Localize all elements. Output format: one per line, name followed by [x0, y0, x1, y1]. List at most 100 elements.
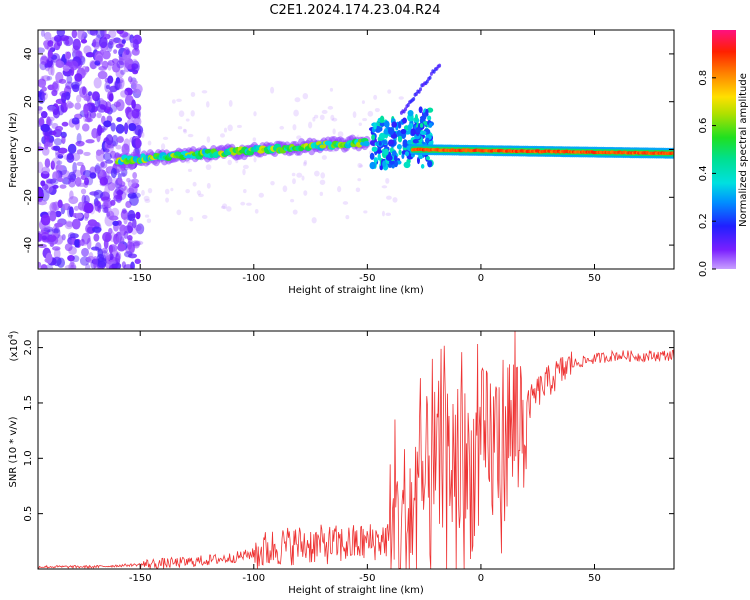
faint-blob [381, 210, 385, 217]
noise-blob [101, 60, 109, 69]
faint-blob [242, 164, 249, 170]
noise-blob [51, 122, 59, 130]
noise-blob [103, 200, 109, 206]
noise-blob [110, 37, 118, 45]
faint-blob [361, 100, 365, 104]
fan-mark [393, 160, 399, 168]
fan-mark [404, 151, 410, 157]
snr-y-tick-label: 1.5 [23, 395, 34, 411]
noise-blob [53, 34, 62, 43]
noise-blob [135, 137, 141, 149]
noise-blob [56, 30, 66, 37]
noise-blob [83, 195, 90, 205]
colorbar-tick-label: 0.6 [698, 118, 709, 134]
noise-blob [85, 117, 93, 123]
fan-mark [401, 153, 405, 160]
noise-blob [123, 264, 134, 269]
faint-blob [221, 203, 228, 210]
noise-blob [134, 258, 141, 265]
faint-blob [141, 132, 145, 139]
noise-blob [91, 127, 99, 139]
noise-blob [38, 106, 43, 111]
snr-y-tick-label: 1.0 [23, 450, 34, 466]
noise-blob [90, 246, 100, 251]
faint-blob [177, 126, 183, 130]
noise-blob [134, 240, 144, 246]
fan-mark [425, 108, 429, 116]
noise-blob [54, 222, 64, 228]
noise-blob [102, 231, 112, 243]
noise-blob [120, 90, 128, 98]
colorbar-ticks: 0.0 0.2 0.4 0.6 0.8 [698, 70, 716, 277]
noise-blob [81, 123, 90, 132]
noise-blob [41, 183, 49, 191]
faint-blob [381, 185, 388, 189]
faint-blob [243, 189, 247, 194]
faint-blob [246, 202, 252, 206]
noise-blob [55, 125, 64, 132]
snr-y-label: SNR (10 * v/v) [8, 416, 19, 487]
noise-blob [127, 76, 133, 83]
faint-blob [386, 195, 392, 200]
noise-blob [67, 205, 72, 218]
noise-blob [132, 171, 138, 179]
noise-blob [110, 199, 116, 206]
faint-blob [303, 161, 307, 167]
noise-blob [131, 108, 140, 119]
noise-blob [135, 211, 141, 220]
snr-panel: -150 -100 -50 0 50 0.5 1.0 1.5 2.0 Height of st… [7, 330, 675, 596]
noise-blob [95, 30, 105, 39]
noise-blob [101, 247, 108, 254]
noise-blob [38, 232, 43, 242]
noise-blob [116, 117, 123, 123]
faint-blob [367, 110, 374, 117]
fan-mark [415, 127, 422, 134]
noise-blob [106, 143, 115, 149]
noise-blob [105, 252, 111, 261]
noise-blob [53, 42, 61, 51]
fan-mark [369, 152, 375, 160]
noise-blob [52, 228, 60, 234]
snr-x-tick-label: -100 [242, 573, 265, 584]
noise-blob [67, 254, 75, 262]
noise-blob [115, 77, 121, 84]
noise-blob [121, 39, 126, 44]
faint-blob [392, 197, 398, 203]
faint-blob [331, 117, 338, 122]
colorbar-tick-label: 0.2 [698, 213, 709, 229]
faint-blob [337, 131, 344, 138]
faint-blob [176, 209, 182, 216]
noise-blob [99, 104, 106, 110]
fan-mark [378, 141, 382, 146]
svg-text:(x104): (x104) [7, 330, 20, 361]
fan-mark [410, 128, 416, 136]
noise-blob [64, 264, 75, 269]
faint-blob [147, 188, 153, 194]
noise-blob [97, 124, 103, 136]
noise-blob [107, 61, 112, 71]
snr-y-ticks: 0.5 1.0 1.5 2.0 [23, 340, 674, 522]
noise-blob [118, 184, 127, 192]
noise-blob [121, 208, 127, 214]
noise-blob [108, 244, 114, 254]
faint-blob [223, 127, 228, 133]
spectrogram-y-tick-label: 40 [23, 48, 34, 61]
noise-blob [46, 234, 57, 242]
fan-mark [407, 123, 412, 132]
noise-blob [113, 79, 123, 91]
noise-blob [75, 212, 83, 219]
noise-blob [84, 103, 92, 111]
noise-blob [57, 177, 64, 183]
faint-blob [398, 96, 404, 100]
faint-blob [303, 190, 308, 196]
noise-blob [115, 79, 124, 84]
faint-blob [190, 91, 196, 97]
noise-blob [94, 166, 103, 174]
noise-blob [83, 111, 88, 123]
faint-blob [236, 124, 242, 128]
noise-blob [71, 117, 80, 125]
noise-blob [120, 172, 126, 177]
noise-blob [41, 54, 47, 64]
noise-blob [50, 65, 55, 76]
noise-blob [69, 173, 76, 181]
